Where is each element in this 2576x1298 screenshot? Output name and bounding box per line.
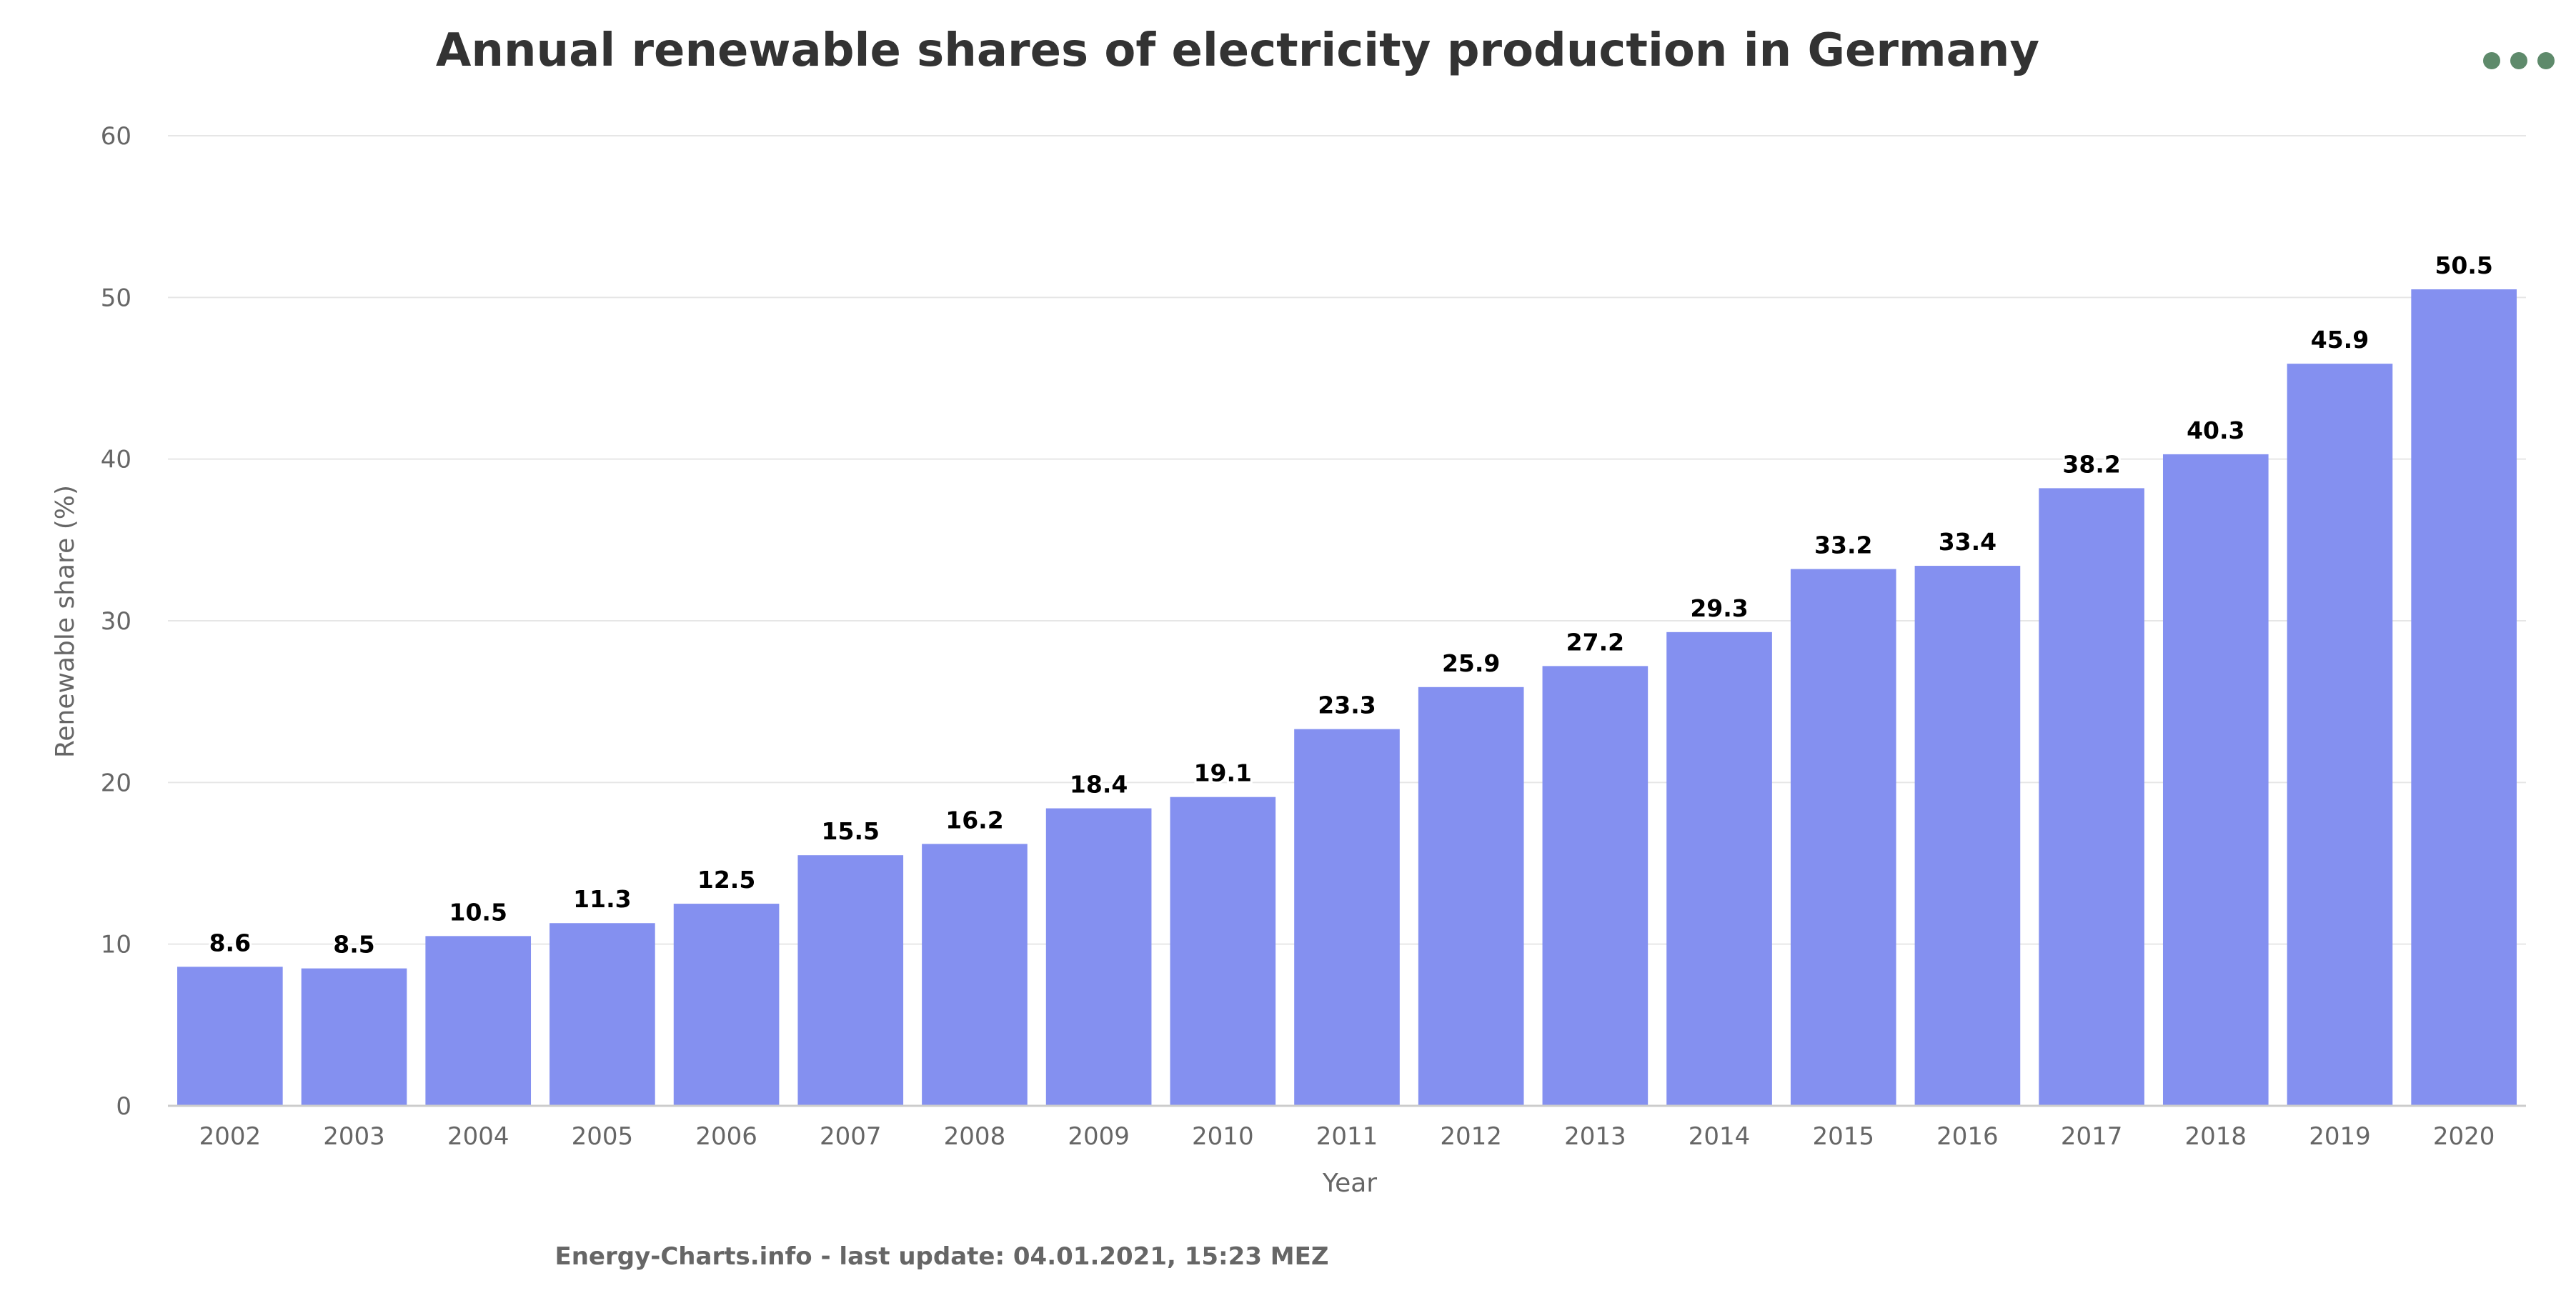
bar-2008[interactable] — [922, 844, 1028, 1106]
bar-2010[interactable] — [1170, 797, 1276, 1106]
x-tick-label-2015: 2015 — [1812, 1122, 1874, 1151]
x-tick-label-2016: 2016 — [1936, 1122, 1999, 1151]
y-axis-title: Renewable share (%) — [51, 485, 80, 758]
data-label-2015: 33.2 — [1814, 531, 1872, 559]
x-tick-label-2009: 2009 — [1068, 1122, 1130, 1151]
data-label-2019: 45.9 — [2311, 326, 2369, 354]
data-label-2013: 27.2 — [1566, 628, 1624, 656]
data-label-2014: 29.3 — [1690, 594, 1748, 622]
x-tick-label-2006: 2006 — [695, 1122, 757, 1151]
x-tick-label-2018: 2018 — [2185, 1122, 2247, 1151]
ellipsis-icon — [2483, 52, 2500, 69]
x-tick-label-2014: 2014 — [1689, 1122, 1751, 1151]
bar-2018[interactable] — [2162, 454, 2269, 1106]
x-tick-label-2013: 2013 — [1564, 1122, 1626, 1151]
bar-2013[interactable] — [1542, 666, 1648, 1106]
data-label-2012: 25.9 — [1442, 649, 1500, 677]
bar-2004[interactable] — [425, 936, 532, 1106]
y-tick-label: 20 — [101, 769, 131, 797]
y-tick-label: 50 — [101, 284, 131, 312]
x-tick-label-2020: 2020 — [2433, 1122, 2495, 1151]
ellipsis-icon — [2510, 52, 2527, 69]
chart-menu-button[interactable] — [2476, 43, 2562, 79]
data-label-2018: 40.3 — [2187, 416, 2244, 444]
bar-2015[interactable] — [1790, 569, 1896, 1106]
chart-title: Annual renewable shares of electricity p… — [436, 24, 2039, 77]
y-tick-label: 0 — [116, 1092, 131, 1121]
bar-2009[interactable] — [1045, 808, 1152, 1106]
y-tick-label: 10 — [101, 931, 131, 959]
x-tick-label-2008: 2008 — [944, 1122, 1006, 1151]
x-tick-label-2019: 2019 — [2309, 1122, 2371, 1151]
bar-2016[interactable] — [1914, 566, 2021, 1106]
data-label-2005: 11.3 — [573, 885, 631, 913]
x-tick-label-2004: 2004 — [447, 1122, 509, 1151]
data-label-2011: 23.3 — [1318, 692, 1376, 719]
x-tick-label-2003: 2003 — [323, 1122, 385, 1151]
ellipsis-icon — [2537, 52, 2555, 69]
bar-2020[interactable] — [2411, 289, 2517, 1107]
data-label-2003: 8.5 — [333, 931, 374, 959]
x-axis: 2002 2003 2004 2005 2006 2007 2008 2009 2010 2011… — [168, 1104, 2526, 1151]
x-tick-label-2007: 2007 — [820, 1122, 882, 1151]
y-tick-label: 40 — [101, 446, 131, 474]
x-tick-label-2002: 2002 — [199, 1122, 262, 1151]
data-labels: 8.6 8.5 10.5 11.3 12.5 15.5 16.2 18.4 19.1 23.3 25… — [207, 249, 2495, 961]
bar-2003[interactable] — [301, 968, 407, 1106]
bar-2006[interactable] — [673, 904, 780, 1106]
bar-2011[interactable] — [1294, 729, 1400, 1106]
data-label-2006: 12.5 — [697, 866, 755, 894]
x-tick-label-2005: 2005 — [572, 1122, 634, 1151]
bar-2014[interactable] — [1666, 631, 1772, 1106]
y-axis: 0 10 20 30 40 50 60 — [101, 122, 131, 1121]
data-label-2009: 18.4 — [1070, 771, 1128, 799]
data-label-2010: 19.1 — [1194, 759, 1252, 787]
bar-2012[interactable] — [1418, 687, 1524, 1106]
data-label-2007: 15.5 — [822, 817, 880, 845]
credits-text[interactable]: Energy-Charts.info - last update: 04.01.… — [555, 1242, 1328, 1271]
x-tick-label-2010: 2010 — [1192, 1122, 1254, 1151]
y-tick-label: 60 — [101, 122, 131, 151]
data-label-2020: 50.5 — [2435, 251, 2492, 279]
data-label-2016: 33.4 — [1939, 528, 1996, 556]
bar-series — [177, 289, 2517, 1107]
bar-2005[interactable] — [549, 923, 655, 1106]
data-label-2002: 8.6 — [209, 929, 251, 957]
data-label-2017: 38.2 — [2062, 450, 2120, 478]
data-label-2008: 16.2 — [945, 806, 1003, 834]
x-tick-label-2012: 2012 — [1440, 1122, 1502, 1151]
x-axis-title: Year — [1322, 1169, 1377, 1198]
x-tick-label-2017: 2017 — [2061, 1122, 2123, 1151]
x-tick-label-2011: 2011 — [1316, 1122, 1378, 1151]
y-tick-label: 30 — [101, 607, 131, 636]
bar-2017[interactable] — [2039, 488, 2144, 1106]
bar-2019[interactable] — [2287, 364, 2393, 1106]
data-label-2004: 10.5 — [449, 898, 507, 926]
bar-2002[interactable] — [177, 967, 283, 1106]
bar-2007[interactable] — [797, 855, 904, 1106]
